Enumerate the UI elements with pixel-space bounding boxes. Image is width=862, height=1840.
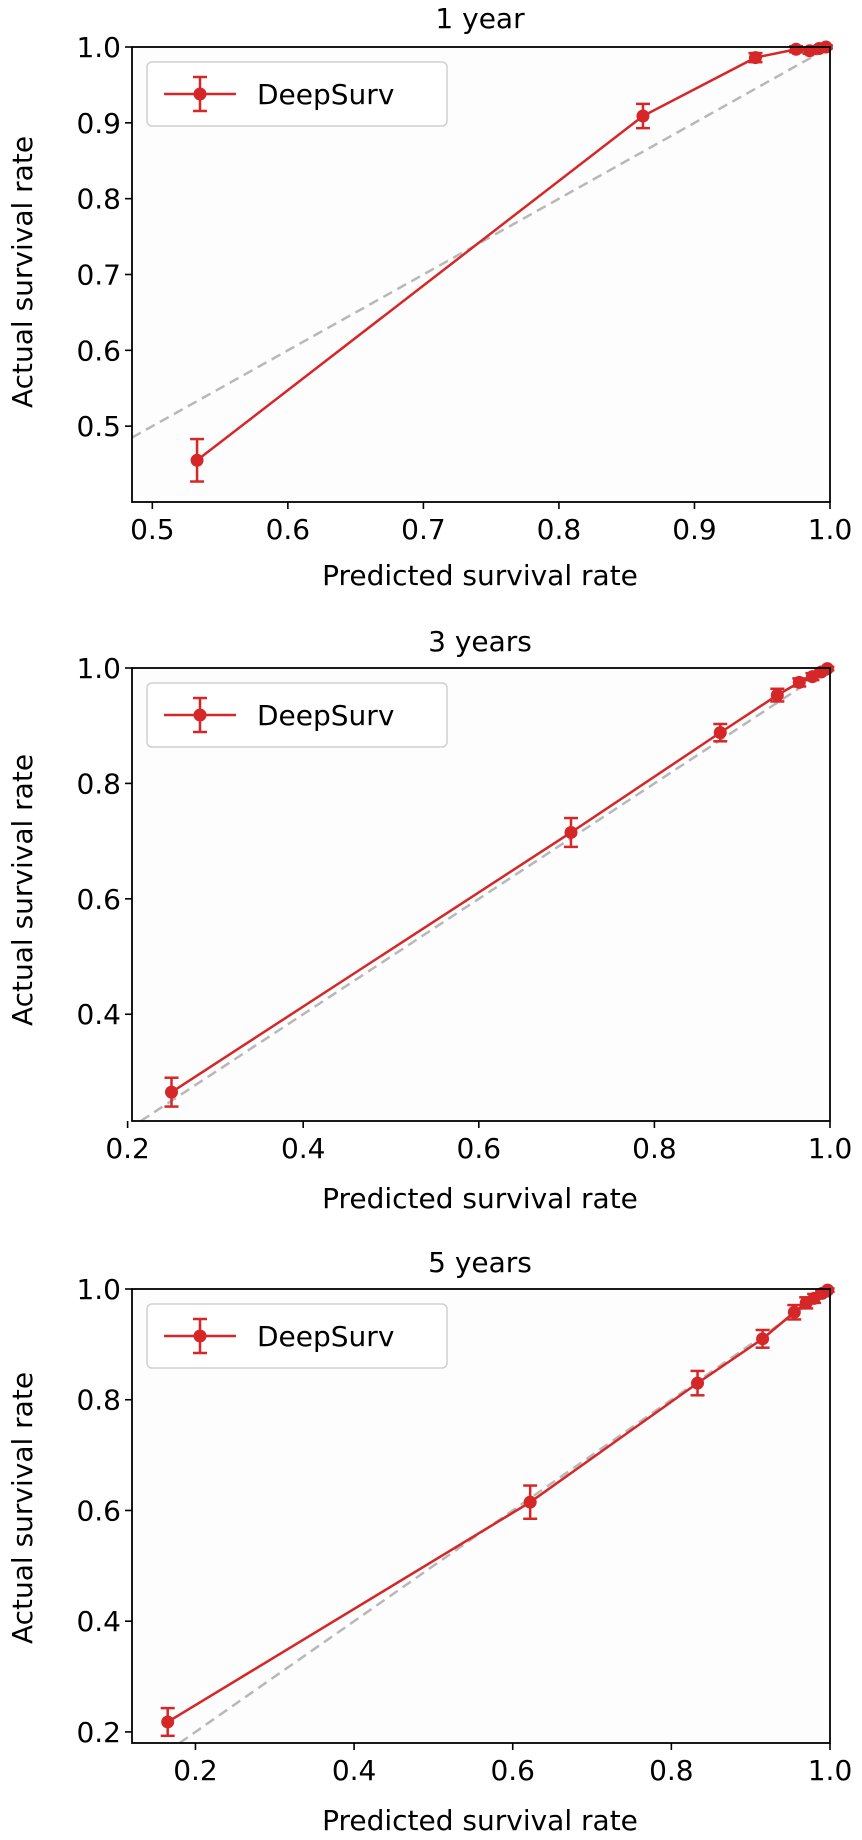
panel-1year-y-tick-label: 0.9 [76, 107, 121, 140]
panel-5years-plot: 0.2 0.4 0.6 0.8 1.0 0.2 0.4 0.6 0.8 1.0 DeepSurv [76, 1273, 852, 1787]
panel-5years-data-point [691, 1376, 705, 1390]
panel-1year-legend-box [146, 61, 448, 127]
panel-1year-legend-label: DeepSurv [257, 78, 394, 111]
panel-5years-legend-box [146, 1303, 448, 1369]
panel-5years-data-point [161, 1715, 175, 1729]
panel-1year-x-tick-label: 1.0 [808, 513, 853, 546]
panel-3years: 3 years Actual survival rate Predicted s… [6, 625, 852, 1215]
panel-5years-y-tick-label: 0.6 [76, 1494, 121, 1527]
panel-1year-legend-marker [193, 87, 207, 101]
panel-3years-x-tick-label: 0.4 [281, 1132, 326, 1165]
panel-5years-y-tick-label: 0.2 [76, 1716, 121, 1749]
panel-1year-data-point [789, 42, 803, 56]
panel-3years-x-tick-label: 1.0 [808, 1132, 853, 1165]
panel-1year: 1 year Actual survival rate Predicted su… [6, 2, 852, 592]
panel-5years: 5 years Actual survival rate Predicted s… [6, 1246, 852, 1837]
panel-5years-reference-line [178, 1287, 831, 1745]
panel-3years-data-point [770, 688, 784, 702]
panel-5years-y-tick-label: 1.0 [76, 1273, 121, 1306]
panel-3years-xlabel: Predicted survival rate [322, 1182, 638, 1215]
panel-1year-y-tick-label: 0.5 [76, 410, 121, 443]
panel-3years-data-point [564, 825, 578, 839]
panel-1year-title: 1 year [435, 2, 525, 35]
panel-1year-x-tick-label: 0.5 [130, 513, 175, 546]
panel-3years-axes-frame [131, 667, 831, 1122]
panel-5years-legend-label: DeepSurv [257, 1320, 394, 1353]
panel-3years-legend-box [146, 682, 448, 748]
panel-5years-y-tick-label: 0.4 [76, 1605, 121, 1638]
panel-3years-ylabel: Actual survival rate [6, 754, 39, 1026]
panel-5years-data-point [821, 1283, 835, 1297]
panel-3years-y-tick-label: 0.8 [76, 767, 121, 800]
panel-5years-y-tick-label: 0.8 [76, 1384, 121, 1417]
panel-3years-legend-marker [193, 708, 207, 722]
panel-3years-data-point [713, 726, 727, 740]
panel-5years-data-point [523, 1495, 537, 1509]
panel-3years-y-tick-label: 1.0 [76, 652, 121, 685]
panel-5years-xlabel: Predicted survival rate [322, 1804, 638, 1837]
panel-1year-xlabel: Predicted survival rate [322, 559, 638, 592]
panel-3years-reference-line [140, 666, 831, 1123]
panel-1year-x-tick-label: 0.8 [537, 513, 582, 546]
panel-3years-y-tick-label: 0.4 [76, 998, 121, 1031]
panel-5years-data-point [787, 1305, 801, 1319]
panel-5years-x-tick-label: 0.4 [332, 1754, 377, 1787]
panel-1year-data-point [190, 453, 204, 467]
panel-3years-data-point [165, 1085, 179, 1099]
panel-5years-x-tick-label: 0.8 [649, 1754, 694, 1787]
panel-3years-data-point [792, 675, 806, 689]
panel-5years-ylabel: Actual survival rate [6, 1372, 39, 1644]
panel-1year-x-tick-label: 0.6 [266, 513, 311, 546]
panel-3years-plot: 0.2 0.4 0.6 0.8 1.0 0.4 0.6 0.8 1.0 DeepSurv [76, 652, 852, 1165]
panel-1year-data-point [636, 109, 650, 123]
panel-1year-y-tick-label: 0.8 [76, 183, 121, 216]
panel-3years-y-tick-label: 0.6 [76, 883, 121, 916]
panel-1year-y-tick-label: 0.7 [76, 259, 121, 292]
panel-1year-ylabel: Actual survival rate [6, 136, 39, 408]
panel-5years-axes-frame [131, 1288, 831, 1744]
panel-3years-legend-label: DeepSurv [257, 699, 394, 732]
panel-1year-plot: 0.5 0.6 0.7 0.8 0.9 1.0 0.5 0.6 0.7 0.8 0.9 1.0 Deep… [76, 31, 852, 546]
panel-3years-x-tick-label: 0.6 [457, 1132, 502, 1165]
panel-5years-legend-marker [193, 1329, 207, 1343]
panel-1year-y-tick-label: 0.6 [76, 334, 121, 367]
panel-5years-x-tick-label: 0.6 [490, 1754, 535, 1787]
panel-1year-reference-line [131, 45, 831, 439]
panel-1year-x-tick-label: 0.7 [401, 513, 446, 546]
panel-5years-data-point [756, 1332, 770, 1346]
panel-1year-x-tick-label: 0.9 [672, 513, 717, 546]
panel-3years-x-tick-label: 0.8 [632, 1132, 677, 1165]
panel-5years-x-tick-label: 0.2 [173, 1754, 218, 1787]
panel-3years-x-tick-label: 0.2 [105, 1132, 150, 1165]
panel-5years-x-tick-label: 1.0 [808, 1754, 853, 1787]
panel-1year-data-point [748, 51, 762, 65]
panel-5years-title: 5 years [428, 1246, 532, 1279]
panel-3years-title: 3 years [428, 625, 532, 658]
panel-1year-y-tick-label: 1.0 [76, 31, 121, 64]
